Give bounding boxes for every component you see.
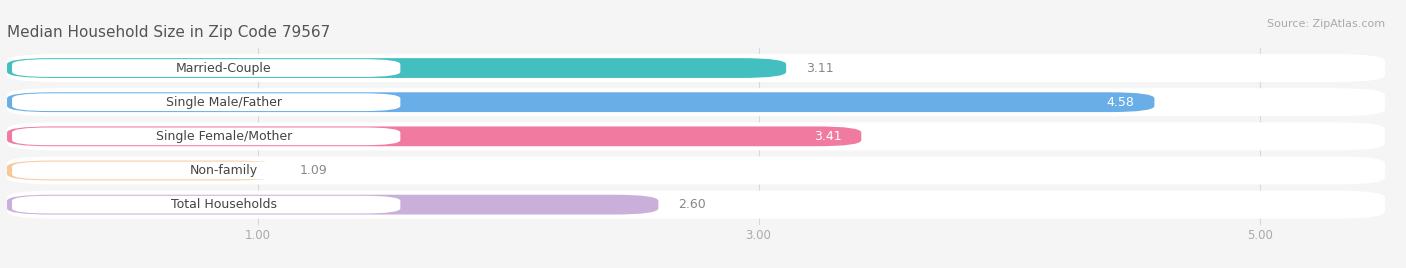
FancyBboxPatch shape	[13, 196, 401, 214]
Text: 2.60: 2.60	[679, 198, 706, 211]
Text: 1.09: 1.09	[299, 164, 328, 177]
FancyBboxPatch shape	[7, 157, 1385, 184]
Text: Total Households: Total Households	[170, 198, 277, 211]
Text: Single Male/Father: Single Male/Father	[166, 96, 281, 109]
FancyBboxPatch shape	[7, 88, 1385, 116]
FancyBboxPatch shape	[13, 93, 401, 111]
FancyBboxPatch shape	[13, 128, 401, 145]
Text: Married-Couple: Married-Couple	[176, 62, 271, 75]
FancyBboxPatch shape	[7, 92, 1154, 112]
FancyBboxPatch shape	[13, 162, 401, 179]
FancyBboxPatch shape	[7, 122, 1385, 150]
Text: Median Household Size in Zip Code 79567: Median Household Size in Zip Code 79567	[7, 25, 330, 40]
Text: 3.41: 3.41	[814, 130, 841, 143]
Text: Single Female/Mother: Single Female/Mother	[156, 130, 292, 143]
Text: Source: ZipAtlas.com: Source: ZipAtlas.com	[1267, 19, 1385, 29]
Text: Non-family: Non-family	[190, 164, 257, 177]
FancyBboxPatch shape	[7, 161, 280, 180]
FancyBboxPatch shape	[13, 59, 401, 77]
FancyBboxPatch shape	[7, 54, 1385, 82]
FancyBboxPatch shape	[7, 58, 786, 78]
FancyBboxPatch shape	[7, 191, 1385, 219]
FancyBboxPatch shape	[7, 126, 862, 146]
Text: 3.11: 3.11	[806, 62, 834, 75]
FancyBboxPatch shape	[7, 195, 658, 215]
Text: 4.58: 4.58	[1107, 96, 1135, 109]
